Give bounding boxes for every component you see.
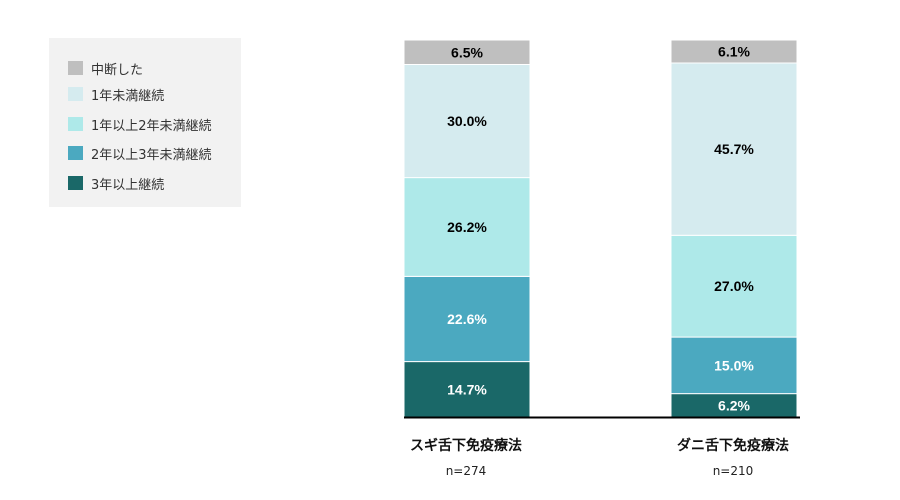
data-label-dani-over-3-years: 6.2% <box>718 397 750 413</box>
data-label-sugi-under-1-year: 30.0% <box>447 113 487 129</box>
bar-segment-dani-1-to-2-years <box>670 234 798 338</box>
bar-segment-sugi-2-to-3-years <box>403 275 531 363</box>
legend-item-under-1-year: 1年未満継続 <box>68 85 165 104</box>
legend-swatch <box>68 146 83 160</box>
bar-segment-dani-2-to-3-years <box>670 336 798 395</box>
legend-swatch <box>68 176 83 190</box>
chart-legend: 中断した 1年未満継続 1年以上2年未満継続 2年以上3年未満継続 3年以上継続 <box>49 38 241 207</box>
legend-item-1-to-2-years: 1年以上2年未満継続 <box>68 115 212 134</box>
bar-segment-dani-interrupted <box>670 39 798 64</box>
legend-swatch <box>68 117 83 131</box>
data-label-dani-interrupted: 6.1% <box>718 43 750 59</box>
bar-segment-sugi-1-to-2-years <box>403 177 531 277</box>
bar-segment-sugi-under-1-year <box>403 64 531 179</box>
bar-segment-dani-under-1-year <box>670 62 798 236</box>
data-label-sugi-1-to-2-years: 26.2% <box>447 219 487 235</box>
category-label-dani: ダニ舌下免疫療法 <box>677 437 789 454</box>
data-label-dani-under-1-year: 45.7% <box>714 141 754 157</box>
data-label-sugi-over-3-years: 14.7% <box>447 381 487 397</box>
bars-group: 14.7% 22.6% 26.2% 30.0% 6.5% 6.2% 15.0% 27.0% 45… <box>403 39 798 418</box>
category-label-sugi: スギ舌下免疫療法 <box>410 437 522 454</box>
legend-label: 3年以上継続 <box>91 177 165 193</box>
legend-swatch <box>68 87 83 101</box>
bar-segment-sugi-interrupted <box>403 39 531 66</box>
legend-label: 1年以上2年未満継続 <box>91 118 212 134</box>
data-label-sugi-2-to-3-years: 22.6% <box>447 311 487 327</box>
sample-size-sugi: n=274 <box>446 464 487 478</box>
data-label-dani-1-to-2-years: 27.0% <box>714 278 754 294</box>
bar-segment-sugi-over-3-years <box>403 361 531 418</box>
sample-size-dani: n=210 <box>713 464 754 478</box>
legend-item-interrupted: 中断した <box>68 59 144 78</box>
legend-item-2-to-3-years: 2年以上3年未満継続 <box>68 144 212 163</box>
data-label-sugi-interrupted: 6.5% <box>451 44 483 60</box>
data-label-dani-2-to-3-years: 15.0% <box>714 357 754 373</box>
legend-label: 中断した <box>91 62 144 78</box>
legend-item-over-3-years: 3年以上継続 <box>68 174 165 193</box>
legend-swatch <box>68 61 83 75</box>
legend-label: 2年以上3年未満継続 <box>91 147 212 163</box>
legend-label: 1年未満継続 <box>91 88 165 104</box>
